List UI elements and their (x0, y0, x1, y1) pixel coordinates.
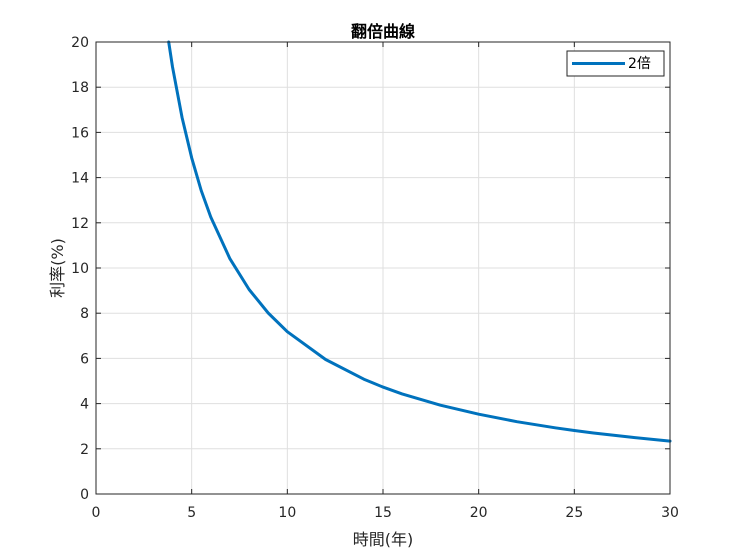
ticks (95, 41, 671, 495)
x-tick-label: 5 (187, 505, 196, 521)
y-tick-label: 20 (71, 35, 89, 51)
y-axis-label: 利率(%) (48, 238, 67, 298)
x-tick-label: 30 (661, 505, 679, 521)
x-axis-label: 時間(年) (353, 530, 414, 549)
x-tick-label: 15 (374, 505, 392, 521)
x-tick-label: 25 (565, 505, 583, 521)
y-tick-label: 0 (80, 487, 89, 503)
y-tick-label: 4 (80, 397, 89, 413)
x-tick-label: 20 (470, 505, 488, 521)
chart-title: 翻倍曲線 (351, 22, 415, 41)
y-tick-label: 12 (71, 216, 89, 232)
y-tick-label: 16 (71, 125, 89, 141)
x-tick-label: 0 (92, 505, 101, 521)
y-tick-label: 8 (80, 306, 89, 322)
legend-label: 2倍 (628, 56, 651, 72)
y-tick-label: 14 (71, 171, 89, 187)
y-tick-label: 18 (71, 80, 89, 96)
y-tick-label: 2 (80, 442, 89, 458)
tick-labels: 0 5 10 15 20 25 30 0 2 4 6 8 10 12 14 16 18 20 (71, 35, 679, 521)
series-layer (167, 40, 672, 443)
y-tick-label: 10 (71, 261, 89, 277)
legend: 2倍 (566, 50, 665, 77)
y-tick-label: 6 (80, 351, 89, 367)
series-line (167, 40, 672, 443)
x-tick-label: 10 (278, 505, 296, 521)
